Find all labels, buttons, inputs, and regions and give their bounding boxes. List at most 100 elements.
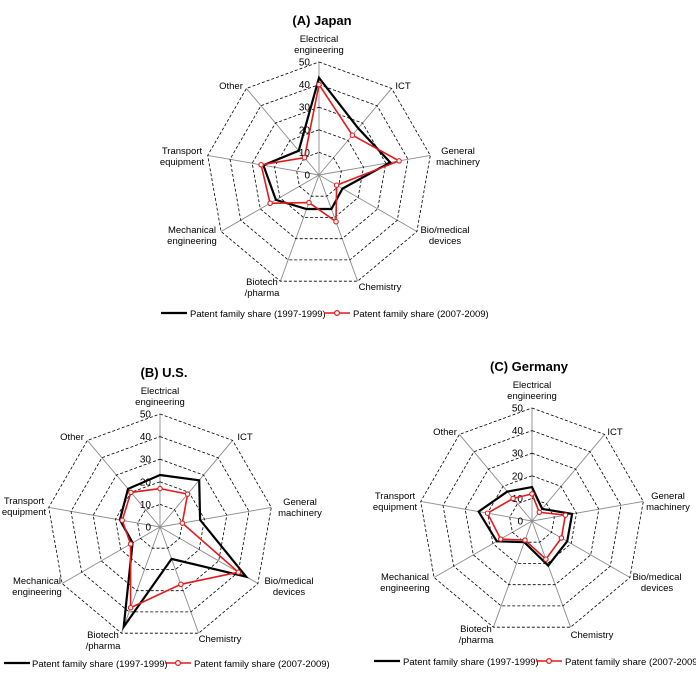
- series-point-2007-2009: [396, 158, 402, 164]
- radar-spoke: [61, 526, 161, 584]
- series-point-2007-2009: [333, 218, 339, 225]
- legend-label: Patent family share (1997-1999): [403, 657, 539, 668]
- legend: Patent family share (1997-1999) Patent f…: [161, 309, 489, 320]
- category-label: General machinery: [646, 491, 690, 513]
- radar-spoke: [318, 88, 392, 176]
- radial-tick-label: 20: [140, 477, 152, 488]
- series-point-2007-2009: [119, 517, 125, 524]
- radar-spoke: [159, 526, 259, 584]
- series-point-2007-2009: [510, 495, 516, 502]
- radar-spoke: [318, 174, 359, 282]
- radial-tick-label: 10: [140, 500, 152, 511]
- category-label: Mechanical engineering: [12, 576, 62, 598]
- radar-spoke: [246, 88, 320, 176]
- series-line-1997-1999: [477, 485, 574, 568]
- series-point-2007-2009: [529, 491, 535, 497]
- radar-ring: [420, 407, 644, 628]
- category-label: Biotech/pharma: [245, 277, 281, 299]
- category-label: Chemistry: [359, 282, 402, 293]
- radial-tick-label: 40: [140, 432, 152, 443]
- series-point-2007-2009: [258, 162, 264, 168]
- series-point-2007-2009: [127, 541, 134, 547]
- category-label: General machinery: [436, 146, 480, 168]
- radial-tick-label: 10: [512, 494, 524, 505]
- radial-tick-label: 50: [140, 410, 152, 421]
- category-label: Electrical engineering: [294, 34, 344, 56]
- legend: Patent family share (1997-1999) Patent f…: [4, 659, 330, 670]
- radar-ring: [207, 61, 431, 282]
- category-label: Biotech/pharma: [86, 630, 122, 652]
- category-label: General machinery: [278, 497, 322, 519]
- radial-tick-label: 50: [299, 58, 311, 69]
- category-label: Electrical engineering: [135, 386, 185, 408]
- category-label: Other: [219, 81, 243, 92]
- radar-spoke: [531, 520, 572, 628]
- radar-ring: [442, 430, 622, 607]
- radial-tick-label: 0: [517, 517, 523, 528]
- series-point-2007-2009: [558, 535, 565, 541]
- radar-spoke: [459, 434, 533, 522]
- category-label: Mechanical engineering: [380, 572, 430, 594]
- legend-marker-red: [175, 659, 182, 666]
- radar-ring: [296, 151, 342, 197]
- radar-spoke: [159, 506, 272, 528]
- series-line-2007-2009: [260, 82, 401, 224]
- series-point-2007-2009: [235, 569, 242, 575]
- category-label: Electrical engineering: [507, 380, 557, 402]
- radar-ring: [274, 129, 364, 218]
- radar-spoke: [279, 174, 320, 282]
- series-point-2007-2009: [333, 182, 340, 188]
- radial-tick-label: 50: [512, 404, 524, 415]
- series-point-2007-2009: [497, 536, 504, 542]
- series-point-2007-2009: [306, 199, 312, 206]
- category-label: Bio/medical devices: [632, 572, 681, 594]
- series-point-2007-2009: [522, 537, 528, 543]
- chart-title: (C) Germany: [490, 359, 569, 374]
- legend-label: Patent family share (2007-2009): [565, 657, 696, 668]
- legend: Patent family share (1997-1999) Patent f…: [374, 657, 696, 668]
- series-line-2007-2009: [486, 492, 567, 561]
- radar-spoke: [420, 500, 533, 522]
- radar-spoke: [531, 434, 605, 522]
- series-point-2007-2009: [562, 512, 569, 518]
- radial-tick-label: 0: [304, 171, 310, 182]
- radar-spoke: [318, 154, 431, 176]
- radar-spoke: [159, 440, 233, 528]
- radar-spoke: [48, 506, 161, 528]
- legend-marker-red: [545, 657, 552, 664]
- radar-ring: [92, 458, 228, 592]
- radar-ring: [229, 84, 409, 261]
- category-label: Other: [60, 432, 84, 443]
- series-point-2007-2009: [128, 489, 134, 496]
- category-label: Mechanical engineering: [167, 225, 217, 247]
- radar-ring: [137, 503, 183, 549]
- legend-label: Patent family share (1997-1999): [190, 309, 326, 320]
- radar-ring: [70, 436, 250, 613]
- series-point-2007-2009: [184, 491, 191, 497]
- radar-ring: [464, 452, 600, 586]
- series-point-2007-2009: [267, 200, 273, 207]
- series-line-1997-1999: [118, 473, 249, 631]
- radar-spoke: [531, 500, 644, 522]
- chart-title: (B) U.S.: [141, 365, 188, 380]
- category-label: Biotech/pharma: [459, 624, 495, 646]
- legend-marker-red: [334, 310, 341, 317]
- category-label: Chemistry: [571, 630, 614, 641]
- category-label: Chemistry: [199, 634, 242, 645]
- series-point-2007-2009: [349, 132, 356, 138]
- radar-spoke: [87, 440, 161, 528]
- series-point-2007-2009: [178, 581, 184, 588]
- series-point-2007-2009: [316, 81, 322, 88]
- category-label: Bio/medical devices: [420, 225, 469, 247]
- legend-label: Patent family share (2007-2009): [353, 309, 489, 320]
- legend-label: Patent family share (2007-2009): [194, 659, 330, 670]
- chart-title: (A) Japan: [292, 13, 351, 28]
- radar-panel-us: 0 10 20 30 40 50 (B) U.S. Electrical engineeri…: [2, 365, 330, 670]
- series-point-2007-2009: [179, 520, 186, 526]
- radar-spoke: [433, 520, 533, 578]
- series-point-2007-2009: [484, 510, 491, 516]
- radial-tick-label: 20: [512, 471, 524, 482]
